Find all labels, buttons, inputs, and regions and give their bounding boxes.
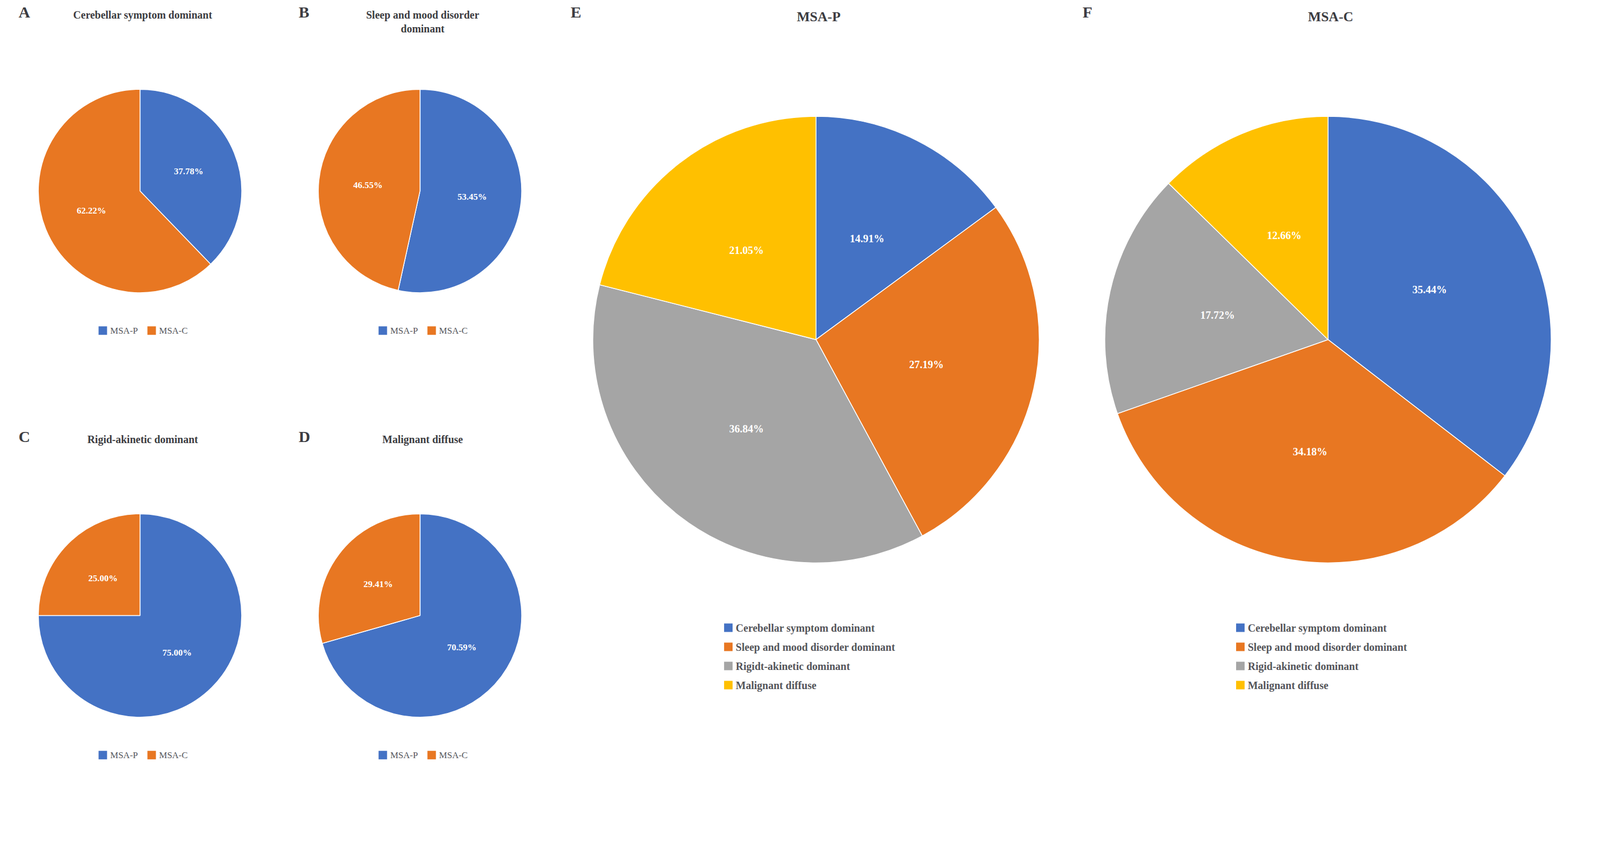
svg-text:C: C [18, 427, 31, 446]
svg-text:27.19%: 27.19% [909, 358, 944, 371]
svg-text:Malignant diffuse: Malignant diffuse [1247, 679, 1329, 692]
svg-text:Rigid-akinetic dominant: Rigid-akinetic dominant [1247, 660, 1359, 673]
svg-text:21.05%: 21.05% [729, 244, 764, 257]
svg-text:MSA-P: MSA-P [110, 325, 139, 336]
svg-text:D: D [298, 427, 311, 446]
svg-text:Sleep and mood disorder domina: Sleep and mood disorder dominant [735, 641, 896, 654]
svg-text:A: A [18, 3, 31, 21]
svg-text:34.18%: 34.18% [1292, 445, 1328, 458]
svg-text:Malignant diffuse: Malignant diffuse [735, 679, 817, 692]
svg-text:Sleep and mood disorder: Sleep and mood disorder [366, 9, 480, 22]
svg-text:dominant: dominant [401, 22, 446, 35]
svg-text:29.41%: 29.41% [363, 579, 393, 590]
svg-text:37.78%: 37.78% [173, 166, 203, 177]
svg-text:35.44%: 35.44% [1412, 283, 1448, 296]
svg-text:MSA-P: MSA-P [110, 750, 139, 761]
svg-text:Malignant diffuse: Malignant diffuse [382, 433, 464, 446]
svg-text:MSA-C: MSA-C [159, 325, 189, 336]
svg-text:MSA-P: MSA-P [390, 325, 419, 336]
svg-text:53.45%: 53.45% [457, 191, 487, 202]
svg-text:Cerebellar symptom dominant: Cerebellar symptom dominant [1247, 622, 1387, 635]
svg-text:MSA-P: MSA-P [390, 750, 419, 761]
svg-text:B: B [298, 3, 310, 21]
svg-text:25.00%: 25.00% [88, 573, 118, 584]
svg-text:46.55%: 46.55% [353, 180, 383, 191]
svg-text:Cerebellar symptom dominant: Cerebellar symptom dominant [73, 9, 213, 22]
svg-text:17.72%: 17.72% [1200, 309, 1235, 321]
svg-text:75.00%: 75.00% [162, 647, 192, 658]
svg-text:Rigid-akinetic dominant: Rigid-akinetic dominant [87, 433, 199, 446]
svg-text:Rigidt-akinetic dominant: Rigidt-akinetic dominant [735, 660, 850, 673]
svg-text:12.66%: 12.66% [1266, 229, 1302, 242]
svg-text:36.84%: 36.84% [729, 422, 764, 435]
svg-text:MSA-P: MSA-P [796, 9, 841, 25]
svg-text:MSA-C: MSA-C [439, 325, 468, 336]
svg-text:Sleep and mood disorder domina: Sleep and mood disorder dominant [1247, 641, 1408, 654]
svg-text:Cerebellar symptom dominant: Cerebellar symptom dominant [735, 622, 875, 635]
svg-text:14.91%: 14.91% [849, 232, 885, 245]
svg-text:MSA-C: MSA-C [159, 750, 189, 761]
svg-text:F: F [1082, 3, 1093, 21]
svg-text:70.59%: 70.59% [447, 642, 477, 653]
svg-text:E: E [570, 3, 582, 21]
svg-text:62.22%: 62.22% [76, 205, 106, 216]
svg-text:MSA-C: MSA-C [1307, 9, 1353, 25]
svg-text:MSA-C: MSA-C [439, 750, 468, 761]
